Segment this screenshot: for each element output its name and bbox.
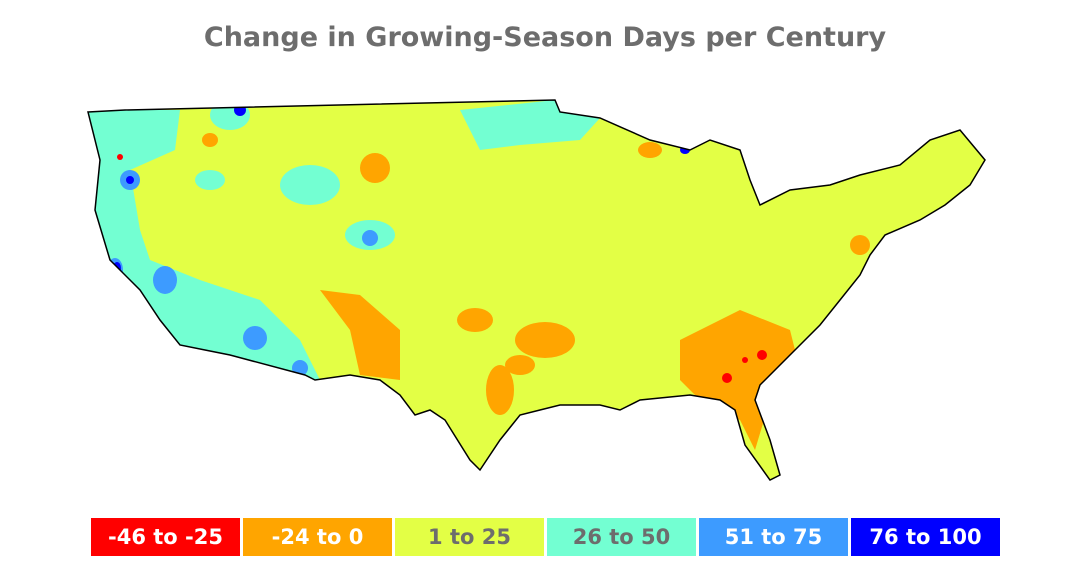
legend-item: -46 to -25 <box>91 518 240 556</box>
regions-minus-24-to-0 <box>202 133 870 450</box>
legend-item: -24 to 0 <box>243 518 392 556</box>
legend-item: 76 to 100 <box>851 518 1000 556</box>
map-title: Change in Growing-Season Days per Centur… <box>203 22 887 53</box>
regions-minus-46-to-minus-25 <box>117 154 767 383</box>
legend-item: 1 to 25 <box>395 518 544 556</box>
legend-item: 26 to 50 <box>547 518 696 556</box>
legend-item: 51 to 75 <box>699 518 848 556</box>
